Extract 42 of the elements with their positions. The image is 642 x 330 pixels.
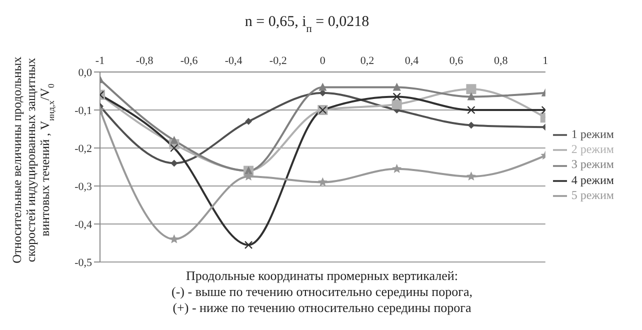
x-tick-label: 0 — [320, 55, 326, 67]
legend-label: 5 режим — [571, 188, 614, 202]
y-tick-label: 0,0 — [78, 66, 92, 79]
legend-label: 2 режим — [571, 142, 614, 156]
point — [318, 82, 327, 91]
legend-label: 3 режим — [571, 157, 614, 172]
x-tick-label: -0,2 — [269, 55, 287, 67]
y-tick-label: -0,5 — [74, 256, 92, 269]
point — [466, 84, 476, 94]
y-tick-label: -0,3 — [74, 180, 92, 193]
x-tick-label: 0,8 — [494, 55, 508, 67]
point — [466, 172, 476, 181]
y-tick-label: -0,1 — [74, 104, 92, 117]
x-tick-label: -0,4 — [224, 55, 243, 67]
x-axis-title: Продольные координаты промерных вертикалей: (-) - выше по течению относительно середины порога, (+) - ниже по течению относительно середины порога — [172, 268, 472, 315]
point — [468, 122, 475, 129]
point — [467, 106, 476, 114]
y-tick-label: -0,4 — [74, 218, 92, 231]
x-tick-label: -1 — [95, 55, 105, 67]
point — [170, 144, 178, 152]
legend-label: 4 режим — [571, 172, 614, 187]
x-tick-label: -0,8 — [136, 55, 154, 67]
y-tick-label: -0,2 — [74, 142, 92, 155]
x-tick-label: -0,6 — [180, 55, 198, 67]
point — [244, 240, 253, 249]
point — [244, 172, 254, 181]
point — [318, 177, 328, 186]
point — [392, 92, 401, 101]
x-tick-label: 1 — [542, 55, 548, 67]
chart-title: n = 0,65, i$_{п}$ = 0,0218 — [244, 14, 370, 34]
point — [392, 99, 402, 110]
legend-label: 1 режим — [571, 126, 614, 141]
point — [245, 118, 252, 125]
x-tick-label: 0,2 — [360, 55, 374, 67]
point — [392, 164, 402, 173]
point — [170, 160, 178, 167]
x-tick-label: 0,6 — [449, 55, 464, 67]
point — [169, 234, 179, 244]
point — [392, 82, 401, 91]
point — [170, 136, 178, 144]
x-tick-label: 0,4 — [404, 55, 420, 67]
point — [467, 92, 476, 100]
